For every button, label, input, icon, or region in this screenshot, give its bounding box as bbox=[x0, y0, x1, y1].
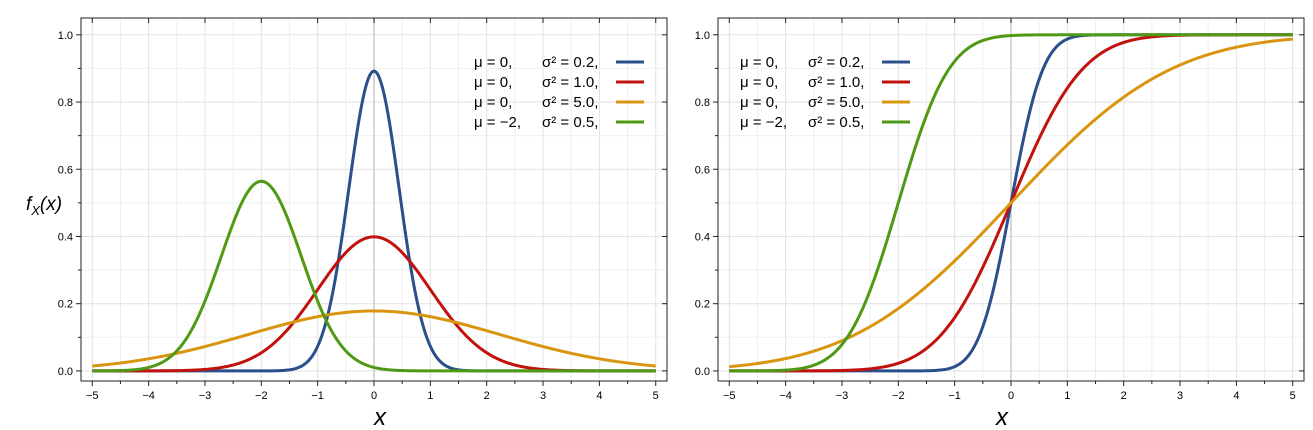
y-tick-label: 0.2 bbox=[58, 299, 73, 311]
legend-mu-label: μ = 0, bbox=[740, 94, 778, 111]
legend-sigma-label: σ² = 0.5, bbox=[542, 114, 598, 131]
x-tick-label: 0 bbox=[1008, 390, 1014, 402]
y-tick-label: 0.0 bbox=[58, 366, 73, 378]
legend-mu-label: μ = −2, bbox=[740, 114, 787, 131]
y-tick-label: 0.2 bbox=[695, 299, 710, 311]
legend-sigma-label: σ² = 1.0, bbox=[542, 74, 598, 91]
x-tick-label: 2 bbox=[1121, 390, 1127, 402]
series-line-4 bbox=[729, 33, 1293, 373]
series-lines bbox=[92, 69, 656, 373]
legend-mu-label: μ = 0, bbox=[740, 74, 778, 91]
chart-panel-1: −5 −4 −3 −2 −1 0 1 2 3 4 5 0.0 0.2 0.4 0.6 0.8 1.0 x fX(x)… bbox=[26, 17, 668, 430]
x-tick-label: −4 bbox=[142, 390, 155, 402]
x-tick-label: 3 bbox=[540, 390, 546, 402]
y-tick-label: 0.8 bbox=[695, 97, 710, 109]
chart-panel-2: −5 −4 −3 −2 −1 0 1 2 3 4 5 0.0 0.2 0.4 0.6 0.8 1.0 x μ = 0… bbox=[695, 17, 1305, 430]
legend-sigma-label: σ² = 5.0, bbox=[542, 94, 598, 111]
legend-mu-label: μ = −2, bbox=[474, 114, 521, 131]
x-tick-label: −2 bbox=[892, 390, 905, 402]
y-tick-label: 1.0 bbox=[695, 30, 710, 42]
legend-mu-label: μ = 0, bbox=[740, 54, 778, 71]
x-tick-label: −5 bbox=[723, 390, 736, 402]
y-tick-label: 0.0 bbox=[695, 366, 710, 378]
y-tick-label: 0.4 bbox=[58, 231, 73, 243]
y-tick-label: 0.8 bbox=[58, 97, 73, 109]
x-axis-label: x bbox=[373, 404, 387, 430]
x-tick-label: 2 bbox=[484, 390, 490, 402]
x-tick-label: 1 bbox=[427, 390, 433, 402]
x-tick-label: 0 bbox=[371, 390, 377, 402]
x-tick-label: −3 bbox=[199, 390, 212, 402]
y-tick-label: 0.6 bbox=[58, 164, 73, 176]
legend-mu-label: μ = 0, bbox=[474, 94, 512, 111]
x-tick-label: −3 bbox=[836, 390, 849, 402]
x-tick-label: 3 bbox=[1177, 390, 1183, 402]
legend-sigma-label: σ² = 0.5, bbox=[808, 114, 864, 131]
legend: μ = 0, σ² = 0.2, μ = 0, σ² = 1.0, μ = 0, σ² =… bbox=[740, 54, 910, 131]
x-tick-label: 5 bbox=[1290, 390, 1296, 402]
x-tick-label: 1 bbox=[1064, 390, 1070, 402]
x-tick-label: −2 bbox=[255, 390, 268, 402]
series-line-3 bbox=[92, 309, 656, 368]
series-line-4 bbox=[92, 179, 656, 373]
legend-mu-label: μ = 0, bbox=[474, 74, 512, 91]
y-tick-label: 0.6 bbox=[695, 164, 710, 176]
x-tick-label: −1 bbox=[948, 390, 961, 402]
series-lines bbox=[729, 33, 1293, 373]
legend-sigma-label: σ² = 0.2, bbox=[808, 54, 864, 71]
legend-sigma-label: σ² = 5.0, bbox=[808, 94, 864, 111]
series-line-3 bbox=[729, 37, 1293, 369]
x-tick-label: −1 bbox=[311, 390, 324, 402]
legend-sigma-label: σ² = 1.0, bbox=[808, 74, 864, 91]
x-tick-label: 4 bbox=[596, 390, 602, 402]
x-axis-label: x bbox=[995, 404, 1009, 430]
y-tick-label: 0.4 bbox=[695, 231, 710, 243]
x-tick-label: 5 bbox=[653, 390, 659, 402]
x-tick-label: −5 bbox=[86, 390, 99, 402]
legend-sigma-label: σ² = 0.2, bbox=[542, 54, 598, 71]
y-axis-label: fX(x) bbox=[26, 194, 62, 218]
y-tick-label: 1.0 bbox=[58, 30, 73, 42]
x-tick-label: 4 bbox=[1233, 390, 1239, 402]
legend-mu-label: μ = 0, bbox=[474, 54, 512, 71]
legend: μ = 0, σ² = 0.2, μ = 0, σ² = 1.0, μ = 0, σ² =… bbox=[474, 54, 644, 131]
x-tick-label: −4 bbox=[779, 390, 792, 402]
